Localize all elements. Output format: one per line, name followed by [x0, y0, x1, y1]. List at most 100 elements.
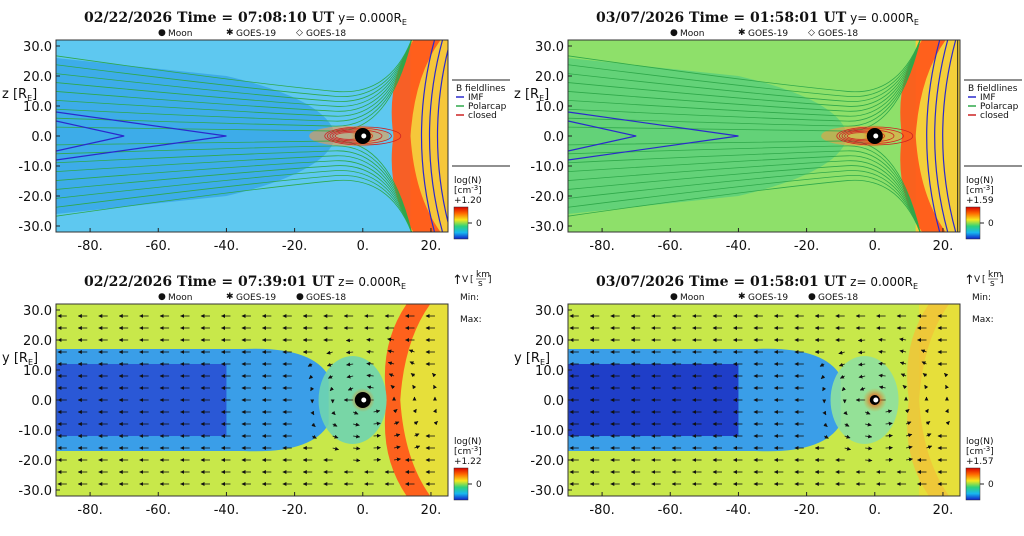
- y-axis-label: z [RE]: [514, 87, 549, 103]
- colorbar: [965, 467, 981, 501]
- colorbar-mid-label: 0: [476, 480, 482, 490]
- ytick-label: 0.0: [543, 130, 564, 145]
- xtick-label: -80.: [77, 503, 102, 518]
- flow-arrow: [944, 372, 949, 378]
- ytick-label: -30.0: [530, 484, 564, 499]
- marker-goes-18-icon: ◇: [808, 28, 815, 38]
- y-axis-label: y [RE]: [514, 351, 550, 367]
- y-axis-var: y: [514, 351, 522, 366]
- imf-line: [56, 111, 227, 161]
- flow-arrow: [844, 434, 851, 439]
- flow-arrow: [373, 421, 381, 426]
- flow-vectors: [569, 314, 950, 486]
- panel-p2: 03/07/2026 Time = 01:58:01 UT y= 0.000RE…: [514, 10, 1022, 254]
- flow-arrow: [346, 362, 354, 367]
- polarcap-line: [56, 40, 412, 93]
- imf-line: [56, 120, 125, 152]
- xtick-label: -20.: [794, 503, 819, 518]
- earth-dayside: [361, 133, 367, 139]
- marker-goes-19-label: GOES-19: [236, 29, 276, 39]
- flow-arrow: [373, 409, 381, 414]
- vector-max-label: Max:: [972, 315, 994, 325]
- ytick-label: 30.0: [535, 304, 564, 319]
- fieldlines: [56, 40, 448, 232]
- flow-arrow: [838, 350, 845, 355]
- title-slice-eq: =: [857, 11, 871, 25]
- y-axis-unit: R: [18, 87, 27, 102]
- ytick-label: 10.0: [535, 364, 564, 379]
- colorbar-mid-label: 0: [988, 219, 994, 229]
- title-time: 01:58:01: [750, 274, 819, 290]
- y-axis-unit-sub: E: [28, 358, 33, 367]
- xtick-label: -20.: [282, 503, 307, 518]
- ytick-label: -20.0: [530, 190, 564, 205]
- flow-arrow: [819, 362, 825, 367]
- colorbar-unit-close: ]: [990, 186, 994, 196]
- colorbar-unit-base: [cm: [454, 186, 471, 196]
- title-time-label: Time: [689, 274, 729, 290]
- imf-line: [568, 120, 637, 152]
- ytick-label: -20.0: [18, 190, 52, 205]
- flow-arrow: [820, 374, 826, 379]
- flow-arrow: [864, 410, 871, 415]
- magnetosheath: [900, 40, 960, 232]
- title-slice-axis: y: [850, 11, 857, 25]
- flow-arrow: [432, 408, 437, 414]
- ytick-label: 30.0: [23, 304, 52, 319]
- flow-arrow: [859, 386, 866, 391]
- flow-arrow: [393, 433, 401, 438]
- title-slice-unit-sub: E: [401, 282, 406, 291]
- flow-arrow: [393, 409, 398, 414]
- vector-arrow-icon: ↑: [452, 273, 463, 288]
- flow-arrow: [393, 457, 401, 462]
- title-slice-axis: y: [338, 11, 345, 25]
- polarcap-line: [568, 40, 921, 102]
- colorbar-unit-base: [cm: [966, 447, 983, 457]
- xtick-label: 20.: [421, 239, 442, 254]
- title-slice-eq: =: [345, 11, 359, 25]
- polarcap-line: [56, 165, 412, 232]
- xtick-label: -40.: [214, 239, 239, 254]
- flow-arrow: [327, 374, 333, 379]
- flow-arrow: [878, 373, 886, 378]
- flow-arrow: [387, 361, 395, 366]
- y-axis-bracket-close: ]: [33, 351, 38, 366]
- polarcap-line: [568, 40, 921, 107]
- flow-arrow: [924, 408, 929, 414]
- title-time-label: Time: [177, 274, 217, 290]
- flow-arrow: [409, 361, 415, 366]
- polarcap-line: [56, 160, 412, 232]
- colorbar-unit-close: ]: [478, 447, 482, 457]
- polarcap-line: [568, 40, 921, 117]
- flow-arrow: [841, 386, 847, 392]
- xtick-label: -80.: [77, 239, 102, 254]
- xtick-label: 20.: [933, 503, 954, 518]
- title-ut: UT: [824, 10, 847, 26]
- flow-arrow: [885, 409, 893, 414]
- vector-unit-num: km: [476, 270, 490, 280]
- colorbar-max-label: +1.57: [966, 457, 994, 467]
- marker-moon-label: Moon: [168, 293, 192, 303]
- vector-bracket: [: [470, 275, 474, 285]
- flow-arrow: [410, 373, 416, 378]
- flow-arrow: [839, 374, 845, 379]
- marker-moon-icon: ●: [158, 292, 166, 302]
- title-ut: UT: [312, 10, 335, 26]
- y-axis-label: y [RE]: [2, 351, 38, 367]
- marker-goes-19-label: GOES-19: [748, 293, 788, 303]
- title-slice-axis: z: [338, 275, 344, 289]
- marker-goes-19-icon: ✱: [738, 28, 746, 38]
- earth-dayside: [873, 397, 879, 403]
- flow-arrow: [823, 422, 828, 427]
- flow-arrow: [353, 446, 361, 451]
- xtick-label: -80.: [589, 503, 614, 518]
- flow-arrow: [412, 408, 417, 414]
- flow-arrow: [433, 420, 438, 426]
- flow-arrow: [926, 445, 933, 450]
- flow-arrow: [844, 422, 850, 427]
- polarcap-line: [568, 165, 921, 232]
- polarcap-line: [56, 40, 412, 112]
- panel-p1: 02/22/2026 Time = 07:08:10 UT y= 0.000RE…: [2, 10, 510, 254]
- colorbar-unit-close: ]: [990, 447, 994, 457]
